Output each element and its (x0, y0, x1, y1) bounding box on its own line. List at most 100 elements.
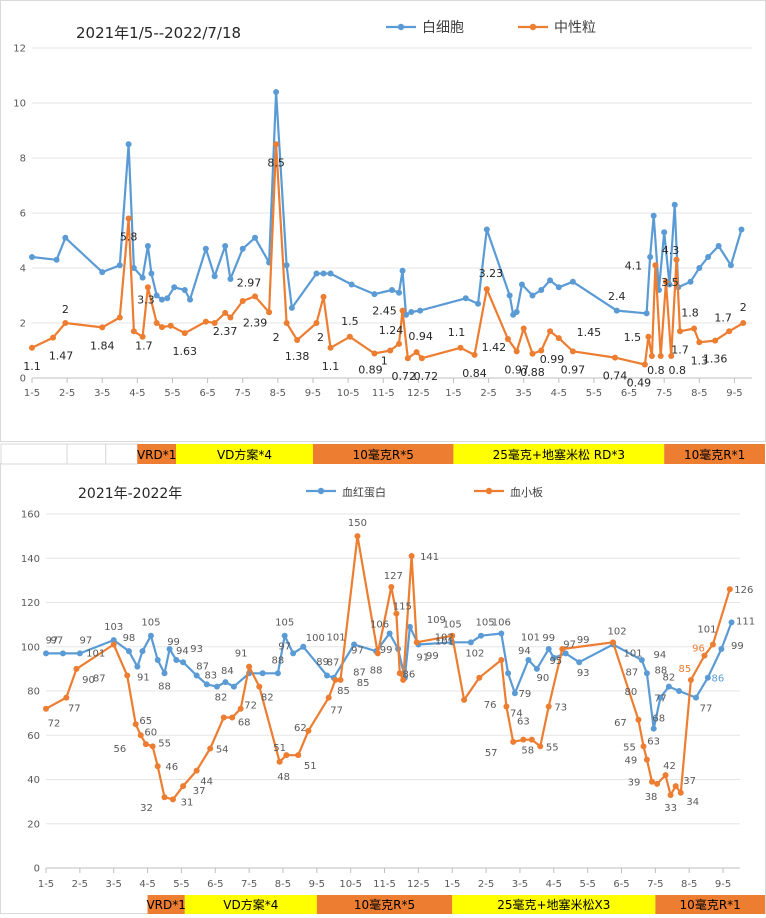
data-point (158, 296, 165, 303)
data-label: 3.3 (137, 293, 155, 306)
chart-title: 2021年-2022年 (78, 486, 182, 502)
data-point (313, 320, 320, 326)
data-point (478, 632, 485, 639)
data-point (164, 295, 171, 302)
data-label: 87 (93, 674, 106, 685)
data-point (396, 289, 403, 296)
data-point (139, 648, 146, 655)
data-label: 38 (645, 792, 658, 803)
data-label: 93 (577, 668, 590, 679)
x-tick-label: 2-5 (478, 879, 494, 890)
data-label: 105 (275, 618, 294, 629)
data-point (246, 663, 253, 670)
data-point (29, 254, 35, 260)
data-point (417, 307, 424, 314)
data-point (320, 270, 327, 277)
data-point (662, 772, 669, 779)
data-point (153, 320, 160, 326)
data-point (386, 630, 393, 637)
data-point (288, 304, 295, 311)
data-label: 39 (628, 778, 641, 789)
series-line-0 (31, 90, 743, 316)
data-point (193, 672, 200, 679)
data-label: 105 (141, 618, 160, 629)
data-point (149, 743, 156, 750)
data-label: 80 (625, 687, 638, 698)
data-point (276, 758, 283, 765)
data-label: 82 (663, 673, 676, 684)
data-label: 94 (518, 646, 531, 657)
data-point (635, 716, 642, 723)
data-point (50, 334, 57, 341)
data-point (300, 643, 307, 650)
data-point (400, 676, 407, 683)
data-point (256, 683, 263, 690)
data-label: 126 (734, 585, 753, 596)
legend-label: 白细胞 (422, 20, 464, 36)
data-point (399, 307, 406, 314)
legend-swatch-marker (485, 487, 493, 495)
treatment-label: 25毫克+地塞米松 RD*3 (493, 447, 625, 462)
treatment-cell (316, 895, 453, 914)
data-label: 91 (235, 649, 248, 660)
data-label: 77 (700, 704, 713, 715)
data-label: 2 (62, 303, 69, 316)
data-point (728, 619, 735, 626)
data-label: 97 (79, 635, 92, 646)
data-point (207, 745, 214, 752)
data-label: 111 (736, 616, 755, 627)
data-label: 1.1 (322, 360, 340, 373)
data-label: 97 (563, 639, 576, 650)
data-point (144, 284, 151, 291)
data-point (337, 676, 344, 683)
data-point (125, 141, 132, 148)
data-point (471, 351, 478, 358)
data-point (504, 335, 511, 342)
treatment-cell (184, 895, 317, 914)
y-tick-label: 140 (21, 554, 40, 565)
y-tick-label: 40 (27, 775, 40, 786)
y-tick-label: 80 (27, 687, 40, 698)
data-label: 106 (492, 617, 511, 628)
data-label: 97 (278, 641, 291, 652)
data-label: 32 (140, 803, 153, 814)
data-point (43, 650, 49, 657)
data-label: 99 (542, 633, 555, 644)
treatment-label: VD方案*4 (223, 897, 278, 912)
data-point (657, 694, 664, 701)
data-label: 51 (304, 761, 317, 772)
data-label: 55 (546, 742, 559, 753)
x-tick-label: 5-5 (586, 388, 602, 399)
data-point (641, 361, 648, 368)
y-tick-label: 120 (21, 598, 40, 609)
data-point (130, 265, 137, 271)
data-point (290, 650, 297, 657)
data-label: 31 (181, 797, 194, 808)
treatment-label: VD方案*4 (217, 447, 272, 462)
data-point (220, 714, 227, 721)
legend-swatch-marker (397, 23, 405, 31)
x-tick-label: 6-5 (613, 879, 629, 890)
data-label: 1.7 (671, 343, 689, 356)
data-label: 91 (137, 673, 150, 684)
y-tick-label: 20 (27, 819, 40, 830)
y-tick-label: 8 (20, 154, 26, 165)
data-point (483, 226, 490, 233)
data-label: 42 (663, 761, 676, 772)
data-point (645, 333, 652, 340)
x-tick-label: 3-5 (512, 879, 528, 890)
treatment-label: 10毫克R*1 (684, 447, 745, 462)
data-label: 77 (654, 694, 667, 705)
data-point (533, 665, 540, 672)
data-label: 0.99 (540, 353, 565, 366)
data-label: 115 (393, 602, 412, 613)
data-point (672, 783, 679, 790)
data-point (252, 234, 259, 241)
x-tick-label: 9-5 (715, 879, 731, 890)
data-point (740, 320, 747, 326)
data-point (712, 337, 719, 344)
data-point (348, 281, 355, 288)
data-point (161, 670, 168, 677)
data-point (153, 292, 160, 299)
series-line-0 (46, 622, 733, 730)
